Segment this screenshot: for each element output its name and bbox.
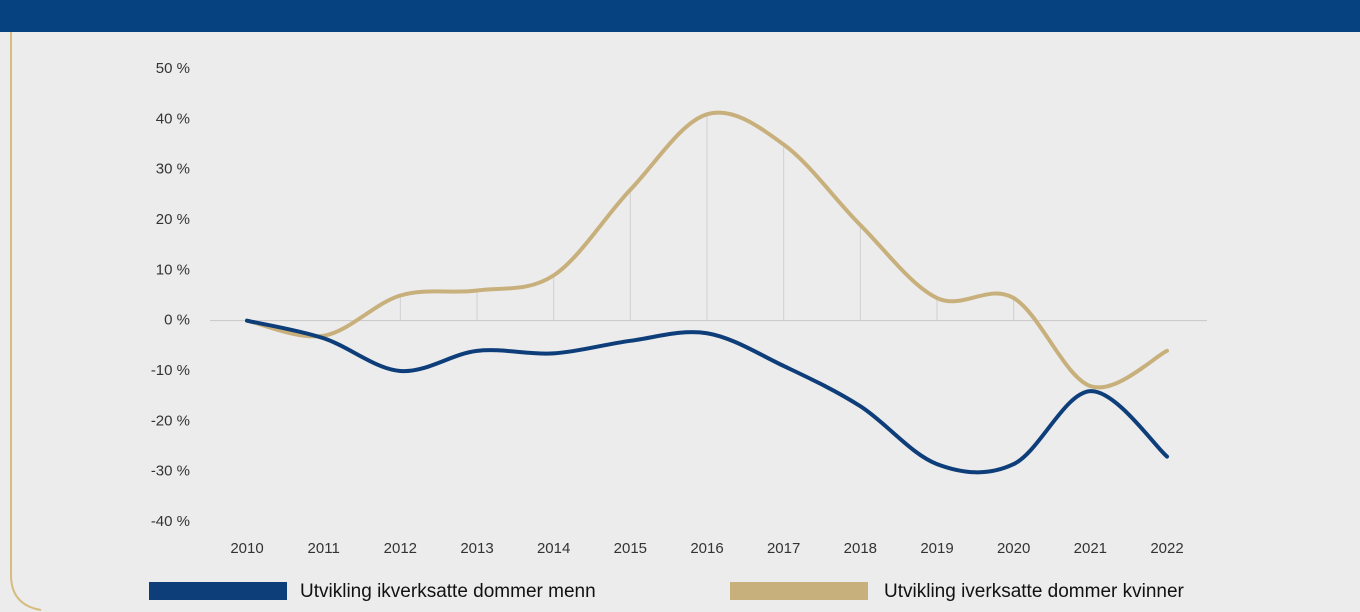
y-tick-label: 0 %	[164, 312, 190, 329]
frame-border	[10, 32, 42, 611]
y-tick-label: 50 %	[156, 60, 190, 77]
legend-label: Utvikling ikverksatte dommer menn	[300, 581, 596, 602]
x-tick-label: 2020	[997, 540, 1030, 557]
legend-swatch	[730, 582, 868, 600]
y-tick-label: -20 %	[151, 412, 190, 429]
y-tick-label: 40 %	[156, 110, 190, 127]
x-tick-label: 2016	[690, 540, 723, 557]
x-tick-label: 2012	[384, 540, 417, 557]
header-bar	[0, 0, 1360, 32]
x-tick-label: 2021	[1074, 540, 1107, 557]
x-tick-label: 2019	[920, 540, 953, 557]
legend-swatch	[149, 582, 287, 600]
legend-label: Utvikling iverksatte dommer kvinner	[884, 581, 1185, 602]
y-tick-label: -10 %	[151, 362, 190, 379]
x-tick-label: 2017	[767, 540, 800, 557]
x-tick-label: 2013	[460, 540, 493, 557]
series-line	[245, 110, 1169, 390]
y-tick-label: 20 %	[156, 211, 190, 228]
x-tick-label: 2014	[537, 540, 570, 557]
y-tick-label: 30 %	[156, 161, 190, 178]
x-tick-label: 2015	[614, 540, 647, 557]
y-tick-label: 10 %	[156, 261, 190, 278]
y-tick-label: -30 %	[151, 463, 190, 480]
x-tick-label: 2018	[844, 540, 877, 557]
y-tick-label: -40 %	[151, 513, 190, 530]
x-tick-label: 2010	[230, 540, 263, 557]
x-tick-label: 2022	[1150, 540, 1183, 557]
x-tick-label: 2011	[308, 540, 340, 557]
series-line	[245, 318, 1169, 475]
